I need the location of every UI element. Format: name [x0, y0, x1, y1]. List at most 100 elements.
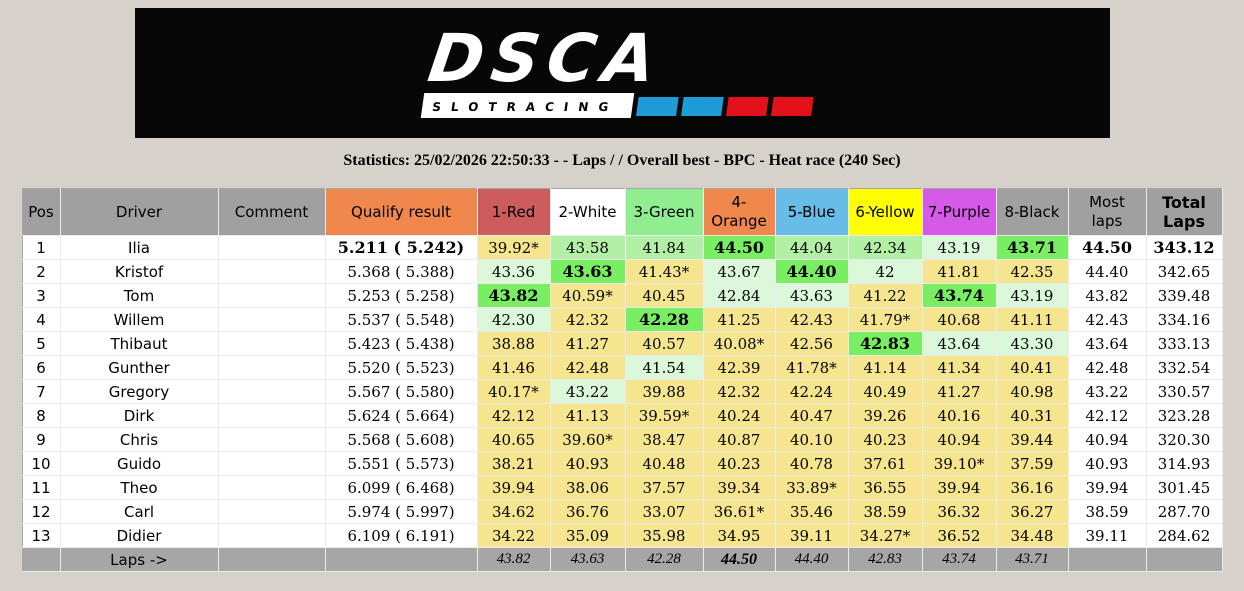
cell-heat-1: 39.92*	[476, 235, 551, 260]
cell-total-laps: 287.70	[1145, 499, 1223, 524]
footer-total-laps-cell	[1145, 547, 1223, 572]
cell-heat-8: 43.19	[995, 283, 1069, 308]
cell-heat-2: 41.13	[549, 403, 626, 428]
cell-heat-4: 34.95	[702, 523, 776, 548]
cell-driver: Chris	[59, 427, 219, 452]
table-row: 8 Dirk 5.624 ( 5.664) 42.12 41.13 39.59* 40.24…	[21, 403, 1223, 428]
cell-qualify: 5.211 ( 5.242)	[324, 235, 478, 260]
cell-most-laps: 42.48	[1067, 355, 1147, 380]
cell-heat-5: 39.11	[774, 523, 849, 548]
footer-heat-best-7: 43.74	[921, 547, 997, 572]
cell-driver: Thibaut	[59, 331, 219, 356]
cell-heat-8: 40.41	[995, 355, 1069, 380]
footer-heat-best-3: 42.28	[624, 547, 704, 572]
cell-heat-6: 41.79*	[847, 307, 923, 332]
footer-laps-label: Laps ->	[59, 547, 219, 572]
footer-comment-cell	[217, 547, 326, 572]
cell-heat-1: 34.62	[476, 499, 551, 524]
footer-heat-best-8: 43.71	[995, 547, 1069, 572]
cell-comment	[217, 451, 326, 476]
cell-heat-4: 36.61*	[702, 499, 776, 524]
col-header-heat-3: 3-Green	[624, 188, 704, 236]
cell-heat-5: 42.56	[774, 331, 849, 356]
cell-total-laps: 333.13	[1145, 331, 1223, 356]
logo-block-3	[771, 96, 814, 115]
cell-qualify: 6.099 ( 6.468)	[324, 475, 478, 500]
cell-heat-2: 41.27	[549, 331, 626, 356]
cell-total-laps: 314.93	[1145, 451, 1223, 476]
cell-driver: Ilia	[59, 235, 219, 260]
cell-heat-1: 34.22	[476, 523, 551, 548]
cell-pos: 2	[21, 259, 61, 284]
cell-driver: Gregory	[59, 379, 219, 404]
col-header-heat-7: 7-Purple	[921, 188, 997, 236]
dsca-logo-text: DSCA	[423, 19, 669, 97]
cell-driver: Didier	[59, 523, 219, 548]
cell-heat-2: 38.06	[549, 475, 626, 500]
cell-heat-8: 37.59	[995, 451, 1069, 476]
cell-qualify: 5.551 ( 5.573)	[324, 451, 478, 476]
cell-comment	[217, 403, 326, 428]
cell-heat-1: 40.17*	[476, 379, 551, 404]
cell-heat-2: 43.58	[549, 235, 626, 260]
cell-heat-4: 39.34	[702, 475, 776, 500]
cell-total-laps: 330.57	[1145, 379, 1223, 404]
cell-heat-1: 40.65	[476, 427, 551, 452]
cell-heat-4: 41.25	[702, 307, 776, 332]
cell-heat-2: 40.93	[549, 451, 626, 476]
cell-pos: 11	[21, 475, 61, 500]
col-header-heat-8: 8-Black	[995, 188, 1069, 236]
cell-qualify: 5.567 ( 5.580)	[324, 379, 478, 404]
table-row: 6 Gunther 5.520 ( 5.523) 41.46 42.48 41.54 42.…	[21, 355, 1223, 380]
cell-total-laps: 301.45	[1145, 475, 1223, 500]
footer-qualify-cell	[324, 547, 478, 572]
cell-heat-3: 40.48	[624, 451, 704, 476]
cell-heat-7: 36.52	[921, 523, 997, 548]
cell-heat-6: 37.61	[847, 451, 923, 476]
cell-heat-8: 36.16	[995, 475, 1069, 500]
cell-heat-2: 43.63	[549, 259, 626, 284]
cell-driver: Gunther	[59, 355, 219, 380]
footer-heat-best-6: 42.83	[847, 547, 923, 572]
table-footer-row: Laps -> 43.82 43.63 42.28 44.50 44.40 42.83 43.…	[21, 547, 1223, 572]
cell-total-laps: 320.30	[1145, 427, 1223, 452]
cell-heat-5: 42.43	[774, 307, 849, 332]
cell-heat-4: 44.50	[702, 235, 776, 260]
cell-heat-8: 43.71	[995, 235, 1069, 260]
cell-heat-4: 42.32	[702, 379, 776, 404]
cell-heat-6: 34.27*	[847, 523, 923, 548]
cell-heat-3: 39.88	[624, 379, 704, 404]
cell-pos: 10	[21, 451, 61, 476]
cell-pos: 3	[21, 283, 61, 308]
cell-heat-6: 40.23	[847, 427, 923, 452]
cell-most-laps: 40.93	[1067, 451, 1147, 476]
table-row: 2 Kristof 5.368 ( 5.388) 43.36 43.63 41.43* 43…	[21, 259, 1223, 284]
cell-comment	[217, 427, 326, 452]
footer-most-laps-cell	[1067, 547, 1147, 572]
cell-heat-1: 43.36	[476, 259, 551, 284]
cell-heat-8: 41.11	[995, 307, 1069, 332]
col-header-qualify: Qualify result	[324, 188, 478, 236]
cell-driver: Guido	[59, 451, 219, 476]
cell-most-laps: 44.40	[1067, 259, 1147, 284]
col-header-heat-5: 5-Blue	[774, 188, 849, 236]
cell-heat-1: 38.88	[476, 331, 551, 356]
cell-pos: 7	[21, 379, 61, 404]
footer-heat-best-4: 44.50	[702, 547, 776, 572]
col-header-heat-1: 1-Red	[476, 188, 551, 236]
cell-heat-1: 42.30	[476, 307, 551, 332]
table-row: 11 Theo 6.099 ( 6.468) 39.94 38.06 37.57 39.34…	[21, 475, 1223, 500]
cell-comment	[217, 331, 326, 356]
cell-driver: Dirk	[59, 403, 219, 428]
cell-total-laps: 332.54	[1145, 355, 1223, 380]
footer-heat-best-1: 43.82	[476, 547, 551, 572]
statistics-line: Statistics: 25/02/2026 22:50:33 - - Laps…	[343, 152, 901, 169]
cell-heat-3: 41.43*	[624, 259, 704, 284]
cell-heat-8: 42.35	[995, 259, 1069, 284]
cell-heat-6: 36.55	[847, 475, 923, 500]
cell-heat-3: 40.57	[624, 331, 704, 356]
cell-comment	[217, 235, 326, 260]
cell-total-laps: 342.65	[1145, 259, 1223, 284]
cell-total-laps: 343.12	[1145, 235, 1223, 260]
cell-heat-6: 40.49	[847, 379, 923, 404]
